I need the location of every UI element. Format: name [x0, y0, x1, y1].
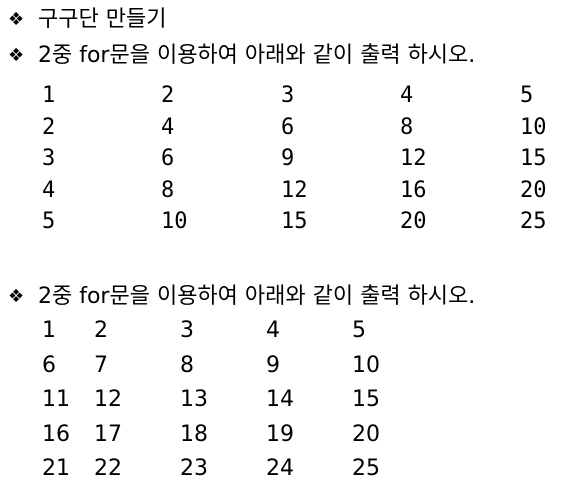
- table-cell: 17: [94, 421, 122, 447]
- instruction-line-2: ❖ 2중 for문을 이용하여 아래와 같이 출력 하시오.: [8, 281, 475, 313]
- table-cell: 2: [94, 318, 108, 343]
- table-cell: 20: [352, 421, 380, 447]
- table-cell: 3: [180, 318, 194, 343]
- table-cell: 3: [281, 83, 295, 108]
- table-cell: 20: [520, 177, 547, 203]
- table-cell: 25: [520, 209, 547, 234]
- table-cell: 16: [400, 177, 427, 203]
- table-cell: 14: [266, 387, 294, 412]
- table-cell: 19: [266, 421, 294, 447]
- page-title: 구구단 만들기: [38, 7, 167, 32]
- table-cell: 4: [266, 318, 280, 343]
- table-cell: 12: [400, 146, 427, 171]
- table-cell: 5: [352, 318, 366, 343]
- table-cell: 4: [400, 83, 414, 108]
- table-cell: 10: [352, 352, 380, 378]
- table-cell: 4: [42, 177, 56, 203]
- table-cell: 15: [281, 209, 308, 234]
- table-cell: 24: [266, 456, 294, 481]
- table-cell: 8: [400, 114, 414, 140]
- instruction-text-2: 2중 for문을 이용하여 아래와 같이 출력 하시오.: [38, 284, 476, 309]
- title-line: ❖ 구구단 만들기: [8, 4, 166, 36]
- table-cell: 15: [352, 387, 380, 412]
- table-cell: 20: [400, 209, 427, 234]
- table-cell: 5: [42, 209, 56, 234]
- table-cell: 2: [161, 83, 175, 108]
- table-cell: 5: [520, 83, 534, 108]
- table-cell: 9: [266, 352, 280, 378]
- table-cell: 8: [180, 352, 194, 378]
- table-cell: 6: [281, 114, 295, 140]
- instruction-text-1: 2중 for문을 이용하여 아래와 같이 출력 하시오.: [38, 43, 476, 68]
- table-cell: 12: [94, 387, 122, 412]
- table-cell: 12: [281, 177, 308, 203]
- table-cell: 1: [42, 318, 56, 343]
- table-cell: 6: [161, 146, 175, 171]
- table-cell: 9: [281, 146, 295, 171]
- instruction-line-1: ❖ 2중 for문을 이용하여 아래와 같이 출력 하시오.: [8, 40, 475, 72]
- bullet-icon: ❖: [8, 9, 25, 30]
- table-cell: 15: [520, 146, 547, 171]
- table-cell: 18: [180, 421, 208, 447]
- table-cell: 3: [42, 146, 56, 171]
- table-cell: 2: [42, 114, 56, 140]
- table-cell: 13: [180, 387, 208, 412]
- table-cell: 4: [161, 114, 175, 140]
- table-cell: 11: [42, 387, 70, 412]
- table-cell: 16: [42, 421, 70, 447]
- bullet-icon: ❖: [8, 45, 25, 66]
- table-cell: 10: [520, 114, 547, 140]
- table-cell: 21: [42, 456, 70, 481]
- table-cell: 10: [161, 209, 188, 234]
- table-cell: 22: [94, 456, 122, 481]
- table-cell: 25: [352, 456, 380, 481]
- table-cell: 8: [161, 177, 175, 203]
- table-cell: 1: [42, 83, 56, 108]
- table-cell: 7: [94, 352, 108, 378]
- table-cell: 6: [42, 352, 56, 378]
- bullet-icon: ❖: [8, 286, 25, 307]
- table-cell: 23: [180, 456, 208, 481]
